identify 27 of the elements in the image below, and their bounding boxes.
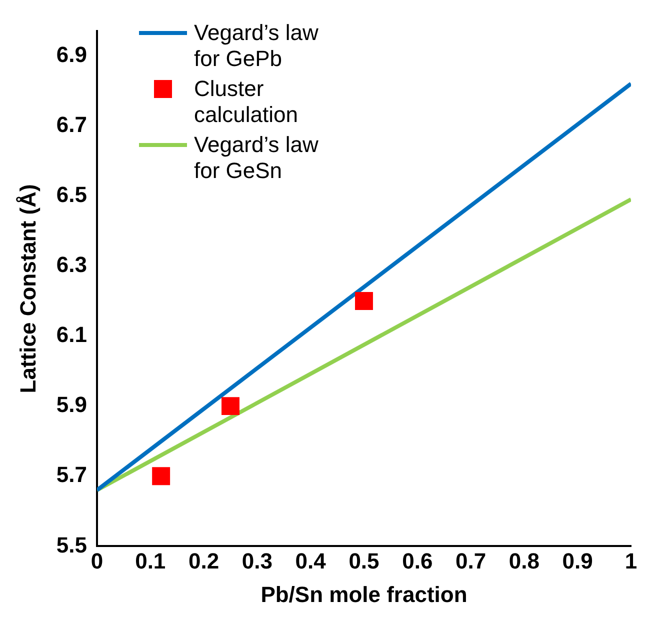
x-tick-label: 0.4 [295,548,327,574]
legend-label: Vegard’s law for GePb [194,20,320,72]
y-tick-label: 5.5 [56,532,87,558]
y-tick-label: 5.7 [56,462,87,488]
legend-label: Cluster calculation [194,76,299,128]
x-axis-title: Pb/Sn mole fraction [260,582,468,607]
x-tick-label: 0.7 [456,548,486,574]
x-tick-label: 0.2 [188,548,220,574]
point [355,292,373,310]
x-tick-label: 1 [624,548,638,574]
y-axis-title: Lattice Constant (Å) [15,184,40,394]
y-tick-label: 6.1 [56,322,87,348]
point [152,467,170,486]
x-tick-label: 0.3 [242,548,272,574]
x-tick-label: 0 [90,548,104,574]
y-tick-label: 6.5 [56,182,87,207]
y-tick-label: 5.9 [56,392,87,418]
y-tick-label: 6.3 [56,252,87,277]
y-tick-label: 6.9 [56,42,87,67]
y-tick-label: 6.7 [56,112,87,137]
x-tick-label: 0.9 [562,548,593,574]
x-tick-label: 0.8 [508,548,540,574]
x-tick-label: 0.1 [135,548,166,574]
x-tick-label: 0.6 [402,548,433,574]
point [222,397,240,416]
legend-label: Vegard’s law for GeSn [194,132,320,184]
x-tick-label: 0.5 [348,548,380,574]
